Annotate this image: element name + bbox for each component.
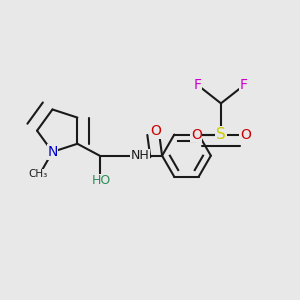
Text: O: O (240, 128, 251, 142)
Text: CH₃: CH₃ (28, 169, 48, 179)
Text: S: S (216, 127, 226, 142)
Text: O: O (151, 124, 162, 138)
Text: F: F (194, 78, 202, 92)
Text: HO: HO (92, 174, 111, 188)
Text: O: O (191, 128, 202, 142)
Text: N: N (47, 145, 58, 159)
Text: F: F (240, 78, 248, 92)
Text: NH: NH (130, 149, 149, 162)
